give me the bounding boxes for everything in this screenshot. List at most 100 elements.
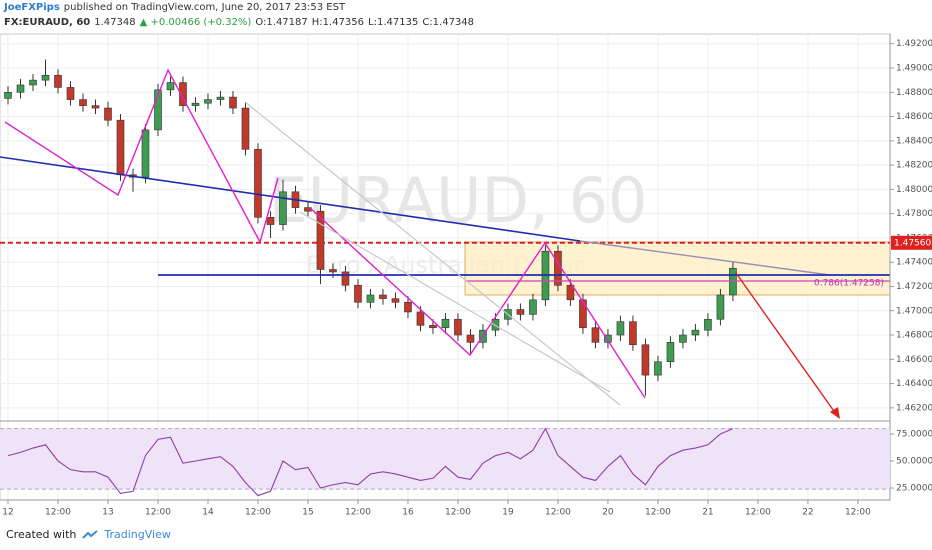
candle-body <box>79 99 87 106</box>
watermark-symbol: EURAUD, 60 <box>269 164 648 237</box>
candle-body <box>454 318 462 336</box>
y-tick-label: 50.0000 <box>896 457 932 467</box>
publish-info: published on TradingView.com, June 20, 2… <box>63 2 346 13</box>
candle-body <box>604 334 612 343</box>
candle-body <box>629 321 637 346</box>
publish-line: JoeFXPips published on TradingView.com, … <box>4 2 345 13</box>
candle-body <box>104 107 112 121</box>
x-tick-label: 12:00 <box>545 508 571 518</box>
candle-body <box>329 269 337 273</box>
candle-body <box>241 107 250 150</box>
candle-body <box>216 96 225 100</box>
candle-body <box>416 311 425 326</box>
x-tick-label: 20 <box>602 508 614 518</box>
rsi-band <box>0 428 890 490</box>
candle-body <box>654 361 662 376</box>
candle-body <box>666 342 675 363</box>
y-tick-label: 1.46400 <box>896 379 932 389</box>
candle-body <box>141 129 150 178</box>
candle-body <box>16 84 25 93</box>
candle-body <box>41 74 50 81</box>
ohlc: O:1.47187 <box>255 17 308 28</box>
candle-body <box>254 149 262 218</box>
y-tick-label: 1.49000 <box>896 63 932 73</box>
x-tick-label: 12:00 <box>245 508 271 518</box>
candle-body <box>154 89 162 131</box>
candle-body <box>616 321 625 336</box>
candle-body <box>591 327 600 343</box>
zigzag <box>309 207 646 399</box>
x-tick-label: 12:00 <box>145 508 171 518</box>
candle-body <box>704 318 712 331</box>
x-tick-label: 15 <box>302 508 313 518</box>
fib-label: 0.786(1.47258) <box>814 279 884 289</box>
candle-body <box>341 271 350 286</box>
x-tick-label: 12:00 <box>645 508 671 518</box>
candle-body <box>566 284 575 301</box>
level-tag-label: 1.47560 <box>894 238 931 248</box>
y-tick-label: 1.49200 <box>896 39 932 49</box>
symbol-line: FX:EURAUD, 60 1.47348 ▲ +0.00466 (+0.32%… <box>4 17 474 28</box>
x-tick-label: 16 <box>402 508 414 518</box>
zigzag <box>4 68 279 244</box>
candle-body <box>491 318 500 331</box>
candle-body <box>354 284 362 303</box>
level-tag <box>891 235 932 250</box>
y-tick-label: 1.48800 <box>896 88 932 98</box>
y-tick-label: 1.48400 <box>896 136 932 146</box>
candle-body <box>516 309 525 315</box>
candle-body <box>29 79 37 86</box>
candle-body <box>316 210 325 270</box>
candle-body <box>366 294 375 303</box>
trendline <box>0 156 581 242</box>
candle-body <box>404 301 412 313</box>
x-tick-label: 12 <box>2 508 13 518</box>
symbol: FX:EURAUD, 60 <box>4 17 91 28</box>
candle-body <box>554 250 562 286</box>
footer: Created with TradingView <box>6 528 171 541</box>
candle-body <box>429 325 437 329</box>
last-price: 1.47348 <box>94 17 136 28</box>
y-tick-label: 1.48200 <box>896 161 932 171</box>
candle-body <box>379 294 387 299</box>
candle-body <box>679 334 687 343</box>
x-tick-label: 12:00 <box>445 508 471 518</box>
author[interactable]: JoeFXPips <box>4 2 60 13</box>
candle-body <box>179 82 187 106</box>
candle-body <box>54 74 62 88</box>
candle-body <box>729 267 737 296</box>
x-tick-label: 22 <box>802 508 813 518</box>
candle-body <box>4 91 12 99</box>
candle-body <box>279 191 287 225</box>
y-tick-label: 1.46800 <box>896 331 932 341</box>
channel-line <box>244 101 621 406</box>
candle-body <box>529 299 537 315</box>
change: ▲ +0.00466 (+0.32%) <box>139 17 252 28</box>
candles <box>0 59 890 396</box>
y-tick-label: 25.0000 <box>896 484 932 494</box>
candle-body <box>204 99 212 104</box>
rsi-pane <box>0 427 890 497</box>
ohlc: H:1.47356 <box>311 17 365 28</box>
x-tick-label: 12:00 <box>745 508 771 518</box>
x-tick-label: 12:00 <box>45 508 71 518</box>
zone-box <box>464 241 891 296</box>
candle-body <box>691 329 700 336</box>
y-tick-label: 1.46600 <box>896 355 932 365</box>
candle-body <box>229 96 237 109</box>
candle-body <box>391 298 400 303</box>
candle-body <box>91 105 100 109</box>
y-tick-label: 75.0000 <box>896 429 932 439</box>
candle-body <box>266 216 275 225</box>
channel-line <box>299 211 611 393</box>
candle-body <box>66 87 75 100</box>
x-tick-label: 13 <box>102 508 113 518</box>
rsi-line <box>7 427 734 497</box>
axes: 12 12:00 13 12:00 14 12:00 15 12:00 16 12:00 19 12:… <box>2 39 932 518</box>
y-tick-label: 1.47000 <box>896 306 932 316</box>
candle-body <box>166 82 175 91</box>
x-tick-label: 14 <box>202 508 214 518</box>
logo <box>82 529 99 539</box>
brand[interactable]: TradingView <box>104 528 171 541</box>
